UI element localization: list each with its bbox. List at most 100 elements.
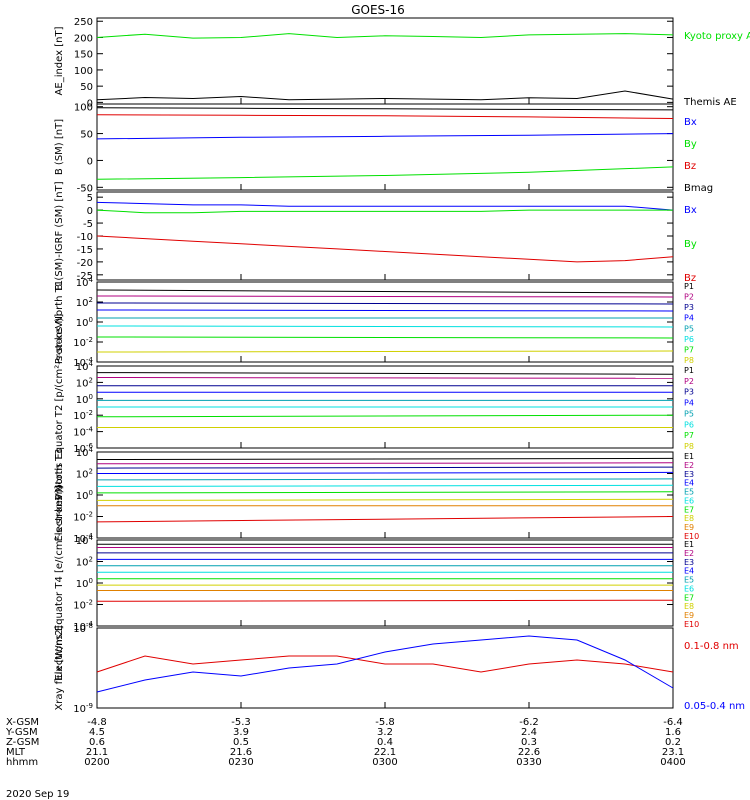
legend-label: E2 <box>684 461 694 470</box>
ephemeris-row-label: Z-GSM <box>6 737 39 748</box>
panel-frame <box>96 281 674 363</box>
series-line <box>96 516 674 523</box>
y-axis-label: Electrons North T3 <box>54 448 65 541</box>
legend-label: E2 <box>684 549 694 558</box>
y-tick-label: 10-8 <box>73 622 93 635</box>
legend-label: E7 <box>684 505 694 514</box>
chart-panel: 100 50 0 -50 B (SM) [nT] Bx By Bz Bmag <box>54 103 713 195</box>
legend-label: Kyoto proxy AE <box>684 31 750 42</box>
series-line <box>96 336 674 339</box>
y-tick-label: -15 <box>77 245 93 256</box>
y-tick-label: 10-6 <box>73 442 93 455</box>
ephemeris-row-label: Y-GSM <box>5 727 38 738</box>
legend-label: P2 <box>684 293 694 302</box>
ephemeris-value: 22.6 <box>518 747 540 758</box>
legend-label: E6 <box>684 584 694 593</box>
series-line <box>96 484 674 487</box>
series-line <box>96 377 674 379</box>
series-line <box>96 635 674 693</box>
ephemeris-row-label: MLT <box>6 747 26 758</box>
series-line <box>96 466 674 469</box>
ephemeris-value: 0330 <box>516 757 541 768</box>
legend-label: P5 <box>684 409 694 418</box>
series-line <box>96 235 674 263</box>
y-tick-label: 5 <box>87 193 93 204</box>
legend-label: P7 <box>684 431 694 440</box>
y-tick-label: 102 <box>76 376 93 389</box>
legend-label: By <box>684 139 697 150</box>
y-tick-label: 10-2 <box>73 336 93 349</box>
ephemeris-row-label: hhmm <box>6 757 38 768</box>
series-line <box>96 325 674 328</box>
ephemeris-value: 21.1 <box>86 747 108 758</box>
ephemeris-value: 21.6 <box>230 747 252 758</box>
y-tick-label: 102 <box>76 468 93 481</box>
ephemeris-value: 2.4 <box>521 727 537 738</box>
y-tick-label: 104 <box>76 360 94 373</box>
panel-frame <box>96 627 674 709</box>
y-axis-label: Electrons Equator T4 [e/(cm²-s-sr-keV)] <box>54 485 65 680</box>
legend-label: Themis AE <box>683 97 737 108</box>
chart-panel: 10-8 10-9 Xray flux [W/m2] 0.1-0.8 nm 0.05-0… <box>54 622 745 715</box>
legend-label: Bx <box>684 117 697 128</box>
legend-label: E9 <box>684 523 694 532</box>
y-tick-label: 50 <box>80 82 93 93</box>
legend-label: E6 <box>684 496 694 505</box>
y-axis-label: B (SM) [nT] <box>54 119 65 175</box>
y-tick-label: 250 <box>74 17 93 28</box>
legend-label: P8 <box>684 442 694 451</box>
chart-panel: 104 102 100 10-2 10-4 Electrons Equator T4 [e… <box>54 485 699 680</box>
series-line <box>96 166 674 180</box>
y-tick-label: 104 <box>76 446 94 459</box>
y-tick-label: 100 <box>74 66 93 77</box>
ephemeris-row-label: X-GSM <box>6 717 39 728</box>
y-tick-label: -20 <box>77 258 93 269</box>
series-line <box>96 478 674 481</box>
legend-label: 0.05-0.4 nm <box>684 701 745 712</box>
ephemeris-value: 23.1 <box>662 747 684 758</box>
date-label: 2020 Sep 19 <box>6 789 69 800</box>
legend-label: E3 <box>684 470 694 479</box>
ephemeris-value: 3.9 <box>233 727 249 738</box>
legend-label: E5 <box>684 488 694 497</box>
y-axis-label: AE_index [nT] <box>54 26 65 95</box>
ephemeris-value: -4.8 <box>87 717 107 728</box>
ephemeris-value: 0200 <box>84 757 109 768</box>
series-line <box>96 457 674 460</box>
ephemeris-value: -5.3 <box>231 717 251 728</box>
series-line <box>96 114 674 119</box>
ephemeris-value: 0230 <box>228 757 253 768</box>
y-tick-label: 200 <box>74 33 93 44</box>
y-tick-label: 102 <box>76 296 93 309</box>
legend-label: E10 <box>684 532 699 541</box>
ephemeris-value: 22.1 <box>374 747 396 758</box>
legend-label: E8 <box>684 602 694 611</box>
y-tick-label: 10-2 <box>73 599 93 612</box>
series-line <box>96 462 674 465</box>
series-line <box>96 309 674 312</box>
legend-label: Bx <box>684 205 697 216</box>
y-axis-label: Protons North T1 <box>54 280 65 364</box>
legend-label: P2 <box>684 377 694 386</box>
ephemeris-value: 0.4 <box>377 737 393 748</box>
ephemeris-value: 0.5 <box>233 737 249 748</box>
series-line <box>96 414 674 418</box>
series-line <box>96 90 674 101</box>
legend-label: Bmag <box>684 183 713 194</box>
legend-label: 0.1-0.8 nm <box>684 641 739 652</box>
legend-label: P5 <box>684 324 694 333</box>
ephemeris-value: 0.6 <box>89 737 105 748</box>
y-tick-label: 10-4 <box>73 532 93 545</box>
series-line <box>96 201 674 211</box>
legend-label: E3 <box>684 558 694 567</box>
legend-label: E7 <box>684 593 694 602</box>
legend-label: P6 <box>684 335 694 344</box>
chart-panel: 250 200 150 100 50 0 AE_index [nT] Kyoto proxy … <box>54 17 750 109</box>
legend-label: P4 <box>684 314 694 323</box>
legend-label: P7 <box>684 345 694 354</box>
legend-label: E4 <box>684 567 694 576</box>
legend-label: E4 <box>684 479 694 488</box>
